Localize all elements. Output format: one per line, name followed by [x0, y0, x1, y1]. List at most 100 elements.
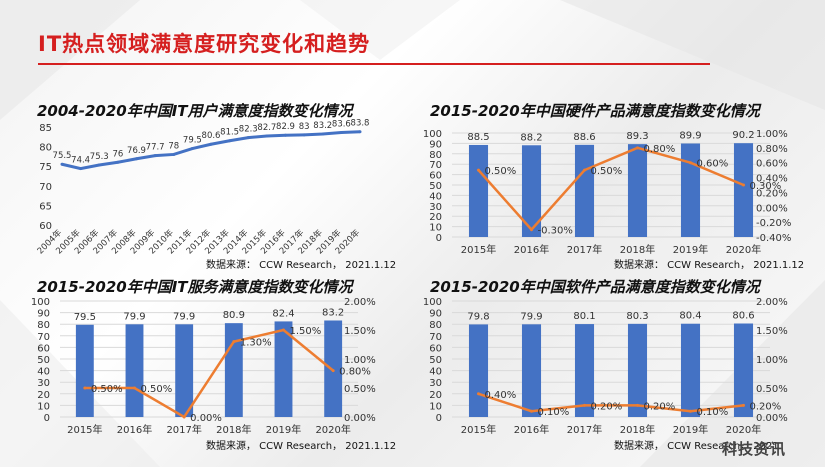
- y-tick-label: 80: [39, 143, 52, 154]
- y-tick-label: 70: [429, 332, 442, 343]
- change-rate-label: 0.50%: [591, 166, 623, 177]
- source-note-service: 数据来源， CCW Research， 2021.1.12: [206, 441, 397, 452]
- change-rate-label: 0.10%: [697, 407, 729, 418]
- y-tick-label: 0: [436, 413, 442, 424]
- change-rate-point: [477, 392, 480, 396]
- y-tick-label: 90: [429, 139, 442, 150]
- bar: [627, 323, 648, 417]
- bar: [75, 324, 94, 417]
- change-rate-point: [530, 228, 533, 232]
- y-tick-label: 30: [37, 378, 50, 389]
- y-tick-label: 80: [429, 320, 442, 331]
- y-tick-label: 70: [429, 160, 442, 171]
- change-rate-point: [636, 403, 639, 407]
- change-rate-label: 0.50%: [141, 384, 173, 395]
- data-point: [339, 130, 343, 134]
- bar-value-label: 80.6: [732, 311, 754, 322]
- bar: [680, 143, 701, 237]
- chart-title-hardware: 2015-2020年中国硬件产品满意度指数变化情况: [430, 102, 760, 120]
- y-tick-label: 50: [429, 355, 442, 366]
- data-label: 80.6: [202, 131, 221, 141]
- y2-tick-label: 0.00%: [344, 413, 376, 424]
- data-label: 83.8: [351, 119, 370, 129]
- change-rate-point: [133, 386, 136, 390]
- data-label: 83: [299, 122, 310, 132]
- chart-title-it-user: 2004-2020年中国IT用户满意度指数变化情况: [37, 102, 353, 120]
- y-tick-label: 90: [429, 309, 442, 320]
- x-tick-label: 2017年: [567, 423, 602, 436]
- chart-title-service: 2015-2020年中国IT服务满意度指数变化情况: [37, 278, 353, 296]
- x-tick-label: 2017年: [166, 423, 201, 436]
- data-label: 74.4: [71, 156, 90, 166]
- data-point: [60, 162, 64, 166]
- change-rate-point: [583, 403, 586, 407]
- change-rate-point: [583, 168, 586, 172]
- x-tick-label: 2016年: [514, 423, 549, 436]
- x-tick-label: 2019年: [673, 423, 708, 436]
- y-tick-label: 40: [429, 191, 442, 202]
- bar: [468, 324, 489, 417]
- y-tick-label: 20: [429, 390, 442, 401]
- y-tick-label: 40: [429, 367, 442, 378]
- y-tick-label: 70: [39, 182, 52, 193]
- change-rate-point: [83, 386, 87, 390]
- bar-value-label: 80.9: [223, 310, 245, 321]
- x-tick-label: 2020年: [726, 423, 761, 436]
- x-tick-label: 2020年: [315, 423, 350, 436]
- y-tick-label: 10: [429, 223, 442, 234]
- data-label: 76: [112, 149, 123, 159]
- change-rate-line: [478, 392, 744, 413]
- data-label: 81.5: [220, 128, 239, 138]
- bar: [627, 144, 648, 237]
- x-tick-label: 2016年: [514, 243, 549, 256]
- y2-tick-label: 1.00%: [756, 129, 788, 140]
- y-tick-label: 100: [423, 297, 442, 308]
- y-tick-label: 85: [39, 123, 52, 134]
- data-point: [358, 130, 362, 134]
- x-tick-label: 2017年: [567, 243, 602, 256]
- source-note-it-user: 数据来源： CCW Research， 2021.1.12: [206, 260, 397, 271]
- change-rate-point: [182, 415, 186, 419]
- data-point: [116, 160, 120, 164]
- y-tick-label: 80: [429, 150, 442, 161]
- bar-value-label: 79.9: [123, 311, 145, 322]
- change-rate-point: [232, 340, 236, 344]
- y2-tick-label: 0.80%: [756, 144, 788, 155]
- y2-tick-label: 0.50%: [344, 384, 376, 395]
- y2-tick-label: -0.20%: [756, 218, 791, 229]
- page-title: IT热点领域满意度研究变化和趋势: [38, 32, 371, 56]
- data-label: 76.9: [127, 146, 146, 156]
- y-tick-label: 90: [37, 309, 50, 320]
- data-point: [190, 147, 194, 151]
- y2-tick-label: 1.50%: [344, 326, 376, 337]
- data-label: 75.3: [90, 152, 109, 162]
- bar-value-label: 80.4: [679, 311, 701, 322]
- data-label: 79.5: [183, 136, 202, 146]
- y-tick-label: 100: [423, 129, 442, 140]
- change-rate-label: 0.00%: [190, 413, 222, 424]
- bar: [324, 320, 343, 417]
- bar-value-label: 80.3: [626, 311, 648, 322]
- bar-value-label: 79.5: [74, 312, 96, 323]
- change-rate-label: -0.30%: [538, 226, 573, 237]
- y2-tick-label: 0.60%: [756, 159, 788, 170]
- bar-value-label: 79.8: [467, 311, 489, 322]
- data-label: 77.7: [146, 143, 165, 153]
- bar-value-label: 79.9: [173, 311, 195, 322]
- change-rate-point: [282, 328, 285, 332]
- y-tick-label: 50: [37, 355, 50, 366]
- change-rate-point: [689, 161, 692, 165]
- y-tick-label: 60: [37, 343, 50, 354]
- y-tick-label: 30: [429, 378, 442, 389]
- change-rate-line: [84, 328, 334, 419]
- data-label: 82.3: [239, 125, 258, 135]
- data-label: 75.5: [53, 151, 72, 161]
- y2-tick-label: 1.00%: [344, 355, 376, 366]
- data-point: [153, 154, 157, 158]
- y-tick-label: 20: [37, 390, 50, 401]
- y-tick-label: 60: [429, 171, 442, 182]
- change-rate-label: 1.30%: [240, 338, 272, 349]
- y-tick-label: 60: [39, 221, 52, 232]
